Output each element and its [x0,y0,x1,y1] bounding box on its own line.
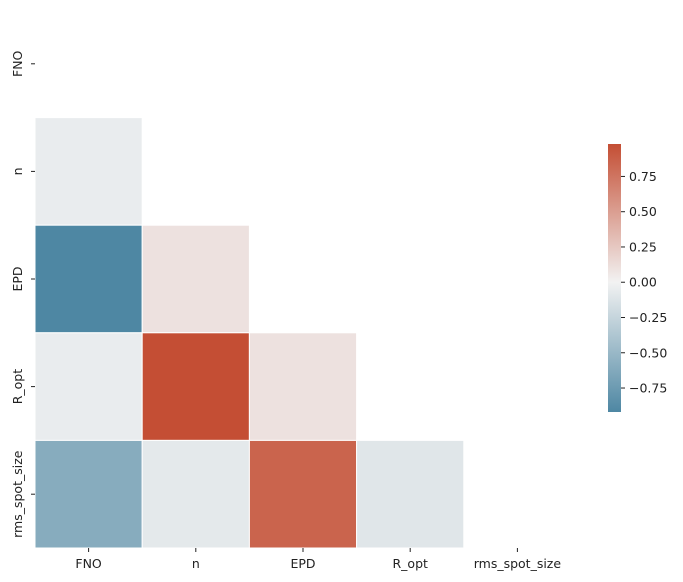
heatmap-cell-rms_spot_size-R_opt [356,439,465,549]
heatmap-cell-R_opt-EPD [248,332,358,441]
colorbar-tick-label: 0.00 [629,275,657,290]
y-tick-label: R_opt [10,369,25,405]
heatmap-cell-rms_spot_size-n [141,439,250,549]
colorbar-tick-label: −0.25 [629,310,667,325]
colorbar: 0.75 0.50 0.25 0.00 −0.25 −0.50 −0.75 [608,144,667,412]
colorbar-gradient [608,144,621,412]
heatmap-cell-rms_spot_size-FNO [34,439,143,549]
heatmap-cell-EPD-n [141,224,250,334]
y-tick-label: rms_spot_size [10,450,25,538]
colorbar-tick-label: 0.25 [629,239,657,254]
heatmap-cell-EPD-FNO [34,224,143,334]
y-tick-label: FNO [10,50,25,77]
x-tick-label: FNO [75,556,102,571]
x-tick-label: R_opt [392,556,428,571]
heatmap-cell-n-FNO [34,117,143,226]
colorbar-tick-label: −0.75 [629,381,667,396]
y-axis-ticks: FNO n EPD R_opt rms_spot_size [10,50,35,538]
y-tick-label: n [10,167,25,175]
colorbar-tick-label: 0.50 [629,204,657,219]
colorbar-tick-label: −0.50 [629,345,667,360]
heatmap-cell-rms_spot_size-EPD [248,439,358,549]
heatmap-cells [34,117,465,549]
heatmap-cell-R_opt-n [141,332,250,441]
x-axis-ticks: FNO n EPD R_opt rms_spot_size [75,548,561,571]
y-tick-label: EPD [10,266,25,291]
heatmap-cell-R_opt-FNO [34,332,143,441]
x-tick-label: EPD [290,556,315,571]
x-tick-label: rms_spot_size [474,556,562,571]
colorbar-tick-label: 0.75 [629,169,657,184]
x-tick-label: n [192,556,200,571]
